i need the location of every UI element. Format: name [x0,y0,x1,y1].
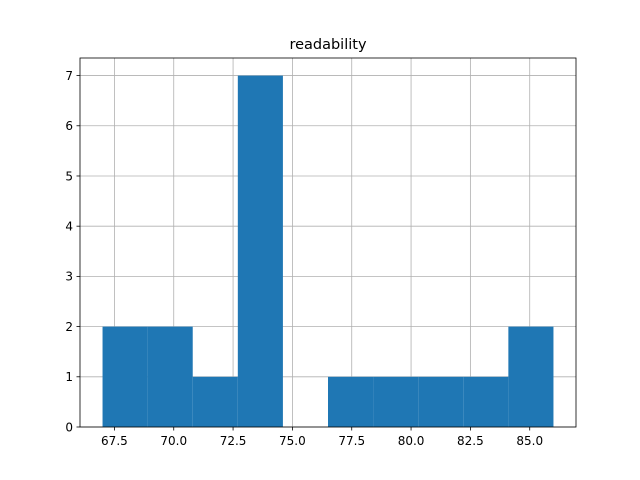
y-tick-label: 6 [65,119,73,133]
y-tick-label: 4 [65,219,73,233]
y-tick-label: 3 [65,270,73,284]
x-tick-label: 85.0 [516,434,543,448]
axes [79,57,577,428]
x-tick-label: 72.5 [220,434,247,448]
x-tick-label: 70.0 [160,434,187,448]
histogram-bar [192,376,238,427]
x-tick-label: 67.5 [101,434,128,448]
histogram-bar [463,376,509,427]
x-tick-label: 80.0 [398,434,425,448]
histogram-bar [418,376,464,427]
histogram-bar [328,376,374,427]
x-tick-label: 82.5 [457,434,484,448]
histogram-bar [373,376,419,427]
histogram-bar [237,75,283,428]
histogram-bar [102,326,148,427]
axes-frame [79,57,577,428]
x-tick-label: 77.5 [338,434,365,448]
x-tick-label: 75.0 [279,434,306,448]
histogram-bars [102,75,554,428]
y-axis-ticks: 0 1 2 3 4 5 6 7 [65,69,80,434]
x-axis-ticks: 67.5 70.0 72.5 75.0 77.5 80.0 82.5 85.0 [101,427,543,448]
y-tick-label: 2 [65,320,73,334]
y-tick-label: 7 [65,69,73,83]
y-tick-label: 1 [65,370,73,384]
histogram-bar [508,326,554,427]
y-tick-label: 0 [65,420,73,434]
y-tick-label: 5 [65,169,73,183]
chart-title: readability [289,37,367,53]
histogram-bar [147,326,193,427]
